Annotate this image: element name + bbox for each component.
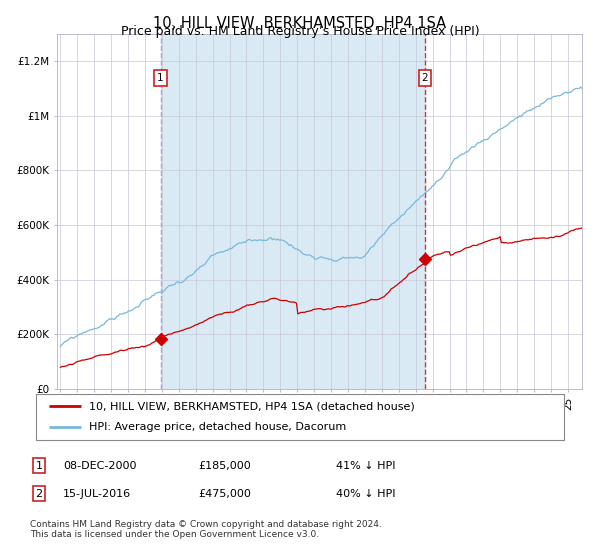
- Text: 15-JUL-2016: 15-JUL-2016: [63, 489, 131, 499]
- Text: Price paid vs. HM Land Registry’s House Price Index (HPI): Price paid vs. HM Land Registry’s House …: [121, 25, 479, 38]
- Text: 10, HILL VIEW, BERKHAMSTED, HP4 1SA (detached house): 10, HILL VIEW, BERKHAMSTED, HP4 1SA (det…: [89, 401, 415, 411]
- Text: 1: 1: [157, 73, 164, 83]
- Text: HPI: Average price, detached house, Dacorum: HPI: Average price, detached house, Daco…: [89, 422, 346, 432]
- Text: 40% ↓ HPI: 40% ↓ HPI: [336, 489, 395, 499]
- Text: £185,000: £185,000: [198, 461, 251, 471]
- Bar: [161, 34, 425, 389]
- Text: 2: 2: [422, 73, 428, 83]
- Text: £475,000: £475,000: [198, 489, 251, 499]
- Text: 2: 2: [35, 489, 43, 499]
- Text: Contains HM Land Registry data © Crown copyright and database right 2024.
This d: Contains HM Land Registry data © Crown c…: [30, 520, 382, 539]
- FancyBboxPatch shape: [36, 394, 564, 440]
- Text: 1: 1: [35, 461, 43, 471]
- Text: 41% ↓ HPI: 41% ↓ HPI: [336, 461, 395, 471]
- Text: 08-DEC-2000: 08-DEC-2000: [63, 461, 137, 471]
- Text: 10, HILL VIEW, BERKHAMSTED, HP4 1SA: 10, HILL VIEW, BERKHAMSTED, HP4 1SA: [154, 16, 446, 31]
